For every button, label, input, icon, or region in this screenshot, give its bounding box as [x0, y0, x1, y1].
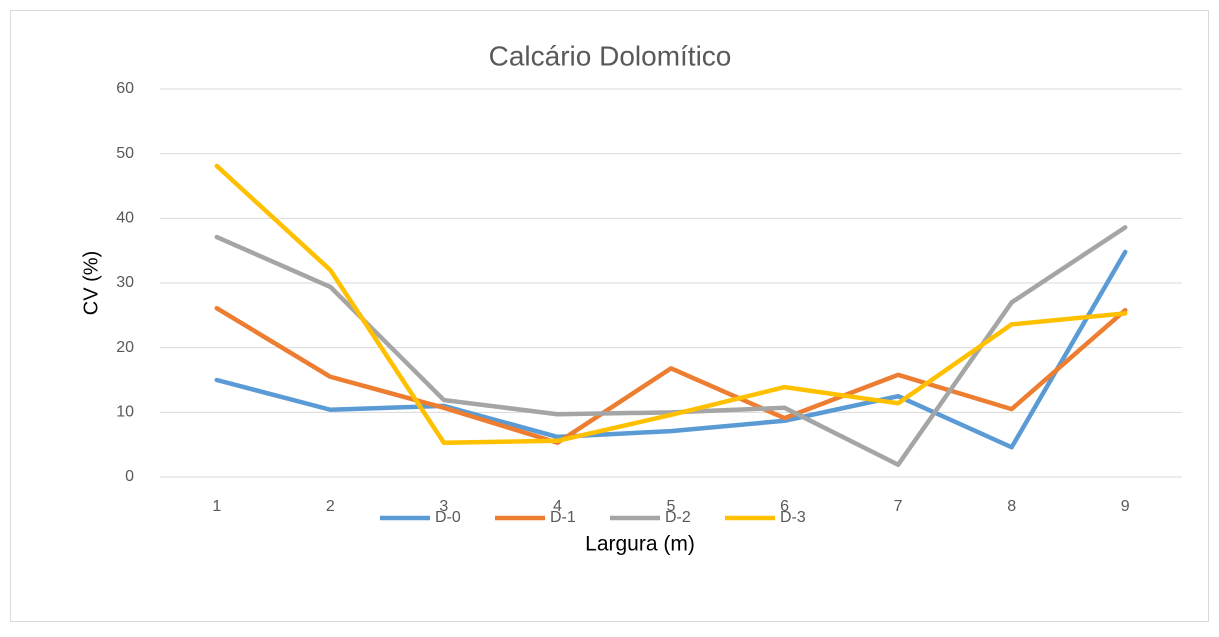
y-tick-label: 40: [116, 210, 134, 227]
series-line: [214, 163, 1128, 445]
y-tick-label: 30: [116, 274, 134, 291]
x-axis-label: Largura (m): [585, 533, 695, 556]
x-tick-label: 6: [780, 498, 789, 515]
legend-label: D-3: [780, 509, 806, 526]
x-tick-label: 2: [326, 498, 335, 515]
y-tick-label: 0: [125, 468, 134, 485]
legend-label: D-2: [665, 509, 691, 526]
chart-border: [10, 10, 1209, 622]
y-axis-label: CV (%): [80, 251, 102, 315]
legend-label: D-0: [435, 509, 461, 526]
x-tick-label: 9: [1121, 498, 1130, 515]
y-tick-label: 60: [116, 80, 134, 97]
x-tick-label: 4: [553, 498, 562, 515]
chart-title: Calcário Dolomítico: [489, 40, 732, 71]
series-line: [214, 305, 1128, 445]
x-tick-label: 7: [894, 498, 903, 515]
y-tick-label: 20: [116, 339, 134, 356]
y-tick-label: 50: [116, 145, 134, 162]
x-tick-label: 3: [439, 498, 448, 515]
x-tick-label: 1: [212, 498, 221, 515]
y-tick-label: 10: [116, 404, 134, 421]
legend-label: D-1: [550, 509, 576, 526]
x-tick-label: 8: [1007, 498, 1016, 515]
series-line: [214, 249, 1128, 450]
x-tick-label: 5: [667, 498, 676, 515]
